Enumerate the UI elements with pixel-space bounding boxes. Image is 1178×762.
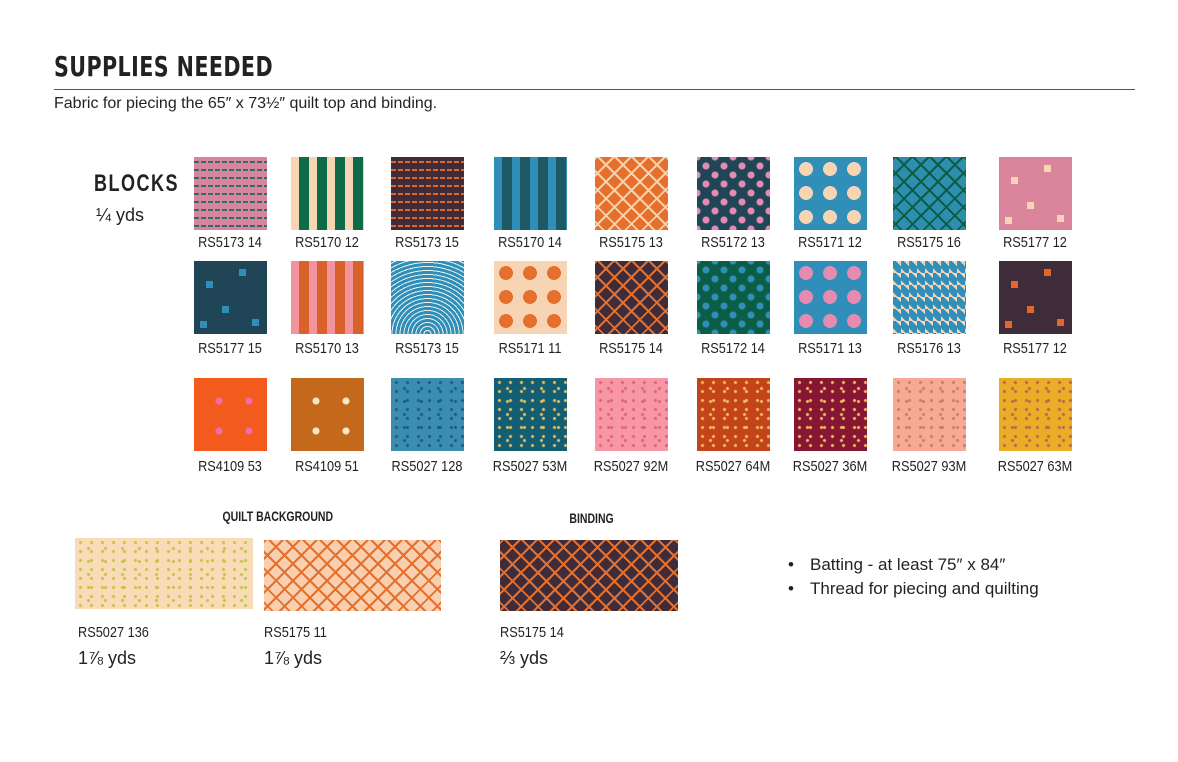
fabric-code: RS4109 53: [198, 458, 262, 475]
fabric-code: RS5175 11: [264, 624, 327, 641]
fabric-swatch: [595, 261, 668, 334]
fabric-swatch: [494, 378, 567, 451]
fabric-swatch: [697, 157, 770, 230]
supply-text: Thread for piecing and quilting: [810, 579, 1039, 598]
fabric-code: RS5175 14: [599, 340, 663, 357]
fabric-swatch: [391, 378, 464, 451]
binding-heading: BINDING: [569, 510, 614, 526]
fabric-swatch: [893, 378, 966, 451]
fabric-swatch: [194, 157, 267, 230]
fabric-swatch: [494, 261, 567, 334]
bullet-icon: •: [788, 555, 794, 574]
fabric-swatch: [291, 378, 364, 451]
fabric-code: RS5172 14: [701, 340, 765, 357]
supply-text: Batting - at least 75″ x 84″: [810, 555, 1006, 574]
title-divider: [54, 89, 1135, 90]
fabric-swatch: [595, 378, 668, 451]
fabric-swatch: [391, 261, 464, 334]
fabric-swatch: [893, 261, 966, 334]
fabric-swatch: [999, 157, 1072, 230]
fabric-code: RS5173 15: [395, 234, 459, 251]
fabric-code: RS5176 13: [897, 340, 961, 357]
supply-list-item: • Thread for piecing and quilting: [788, 579, 1039, 599]
fabric-code: RS5170 12: [295, 234, 359, 251]
fabric-swatch: [291, 261, 364, 334]
fabric-code: RS4109 51: [295, 458, 359, 475]
fabric-swatch: [697, 261, 770, 334]
fabric-code: RS5173 15: [395, 340, 459, 357]
fabric-swatch: [893, 157, 966, 230]
fabric-code: RS5177 12: [1003, 340, 1067, 357]
fabric-swatch: [999, 378, 1072, 451]
fabric-quantity: 1⅞ yds: [78, 648, 137, 668]
page-subtitle: Fabric for piecing the 65″ x 73½″ quilt …: [54, 95, 438, 112]
quilt-background-heading: QUILT BACKGROUND: [222, 508, 334, 524]
fabric-code: RS5175 16: [897, 234, 961, 251]
fabric-code: RS5027 36M: [792, 458, 868, 475]
fabric-code: RS5177 15: [198, 340, 262, 357]
page-title: SUPPLIES NEEDED: [54, 50, 274, 83]
fabric-code: RS5175 13: [599, 234, 663, 251]
fabric-code: RS5027 53M: [492, 458, 568, 475]
fabric-swatch: [291, 157, 364, 230]
fabric-code: RS5171 12: [798, 234, 862, 251]
fabric-code: RS5027 92M: [593, 458, 669, 475]
fabric-swatch: [194, 378, 267, 451]
fabric-code: RS5027 93M: [891, 458, 967, 475]
fabric-swatch: [794, 157, 867, 230]
fabric-swatch: [194, 261, 267, 334]
blocks-quantity: ¼ yds: [96, 205, 145, 225]
fabric-code: RS5027 63M: [997, 458, 1073, 475]
fabric-code: RS5027 64M: [695, 458, 771, 475]
fabric-quantity: ⅔ yds: [500, 648, 549, 668]
fabric-code: RS5175 14: [500, 624, 564, 641]
fabric-swatch: [697, 378, 770, 451]
fabric-swatch: [794, 261, 867, 334]
fabric-code: RS5027 136: [78, 624, 149, 641]
fabric-swatch: [391, 157, 464, 230]
fabric-code: RS5170 13: [295, 340, 359, 357]
fabric-quantity: 1⅞ yds: [264, 648, 323, 668]
fabric-swatch: [75, 538, 253, 609]
fabric-code: RS5170 14: [498, 234, 562, 251]
supply-list-item: • Batting - at least 75″ x 84″: [788, 555, 1005, 575]
fabric-code: RS5177 12: [1003, 234, 1067, 251]
fabric-swatch: [264, 540, 441, 611]
bullet-icon: •: [788, 579, 794, 598]
fabric-swatch: [595, 157, 668, 230]
fabric-swatch: [794, 378, 867, 451]
fabric-swatch: [999, 261, 1072, 334]
fabric-code: RS5171 11: [498, 340, 562, 357]
fabric-code: RS5172 13: [701, 234, 765, 251]
fabric-code: RS5173 14: [198, 234, 262, 251]
blocks-heading: BLOCKS: [94, 170, 180, 197]
fabric-swatch: [494, 157, 567, 230]
fabric-swatch: [500, 540, 678, 611]
fabric-code: RS5027 128: [391, 458, 463, 475]
fabric-code: RS5171 13: [798, 340, 862, 357]
